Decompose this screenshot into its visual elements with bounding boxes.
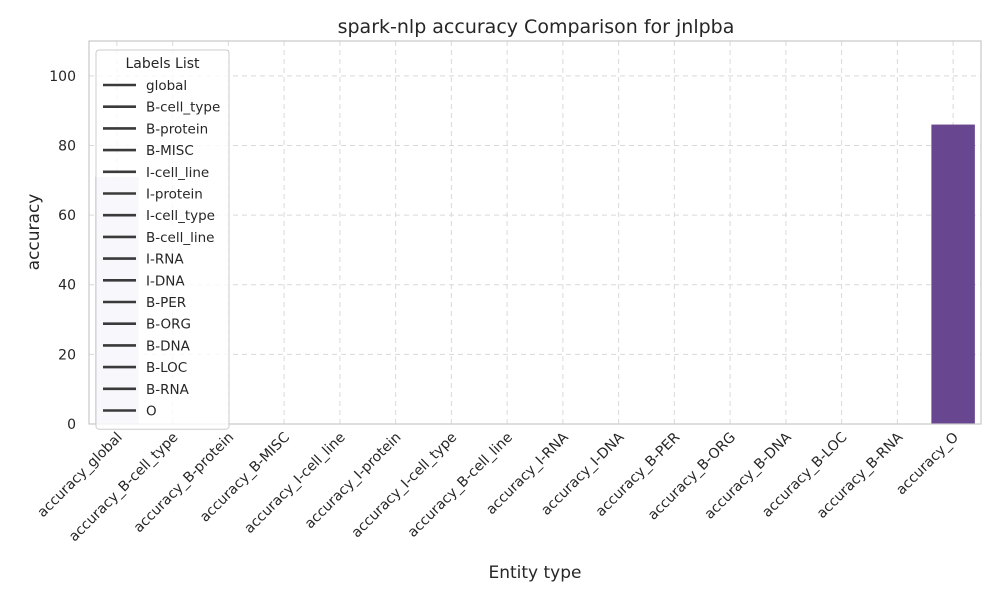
y-tick-label: 40 [58,278,76,294]
legend-entry: B-MISC [146,143,194,159]
bar-accuracy_O [931,124,975,425]
legend-box [95,49,230,430]
legend: Labels List global B-cell_type B-protein B-M… [95,49,230,430]
x-axis-label: Entity type [488,563,581,583]
legend-entry: B-LOC [146,360,187,376]
legend-entry: O [146,404,157,420]
legend-entry: B-cell_line [146,230,214,246]
y-tick-label: 100 [49,69,76,85]
chart-title: spark-nlp accuracy Comparison for jnlpba [338,16,735,38]
legend-entry: B-RNA [146,382,190,398]
x-tick-label: accuracy_I-cell_line [241,430,348,537]
legend-entry: B-DNA [146,338,191,354]
legend-entry: B-PER [146,295,186,311]
legend-entry: B-ORG [146,317,191,333]
legend-entry: B-protein [146,121,208,137]
legend-entry: global [146,78,187,94]
legend-title: Labels List [126,56,200,72]
y-axis-label: accuracy [24,194,44,271]
y-tick-label: 80 [58,138,76,154]
x-tick-label: accuracy_I-cell_type [349,430,461,542]
x-tick-label: accuracy_B-protein [131,430,237,536]
x-tick-label: accuracy_I-protein [302,430,405,533]
y-tick-label: 60 [58,208,76,224]
legend-entry: I-protein [146,187,203,203]
legend-entry: B-cell_type [146,100,220,116]
y-tick-label: 0 [67,417,76,433]
legend-entry: I-DNA [146,273,185,289]
plot-frame [88,40,982,425]
legend-entry: I-cell_line [146,165,209,181]
legend-entry: I-cell_type [146,208,215,224]
x-tick-label: accuracy_B-cell_line [405,430,516,541]
y-tick-label: 20 [58,347,76,363]
x-tick-label: accuracy_B-cell_type [66,430,181,545]
legend-entry: I-RNA [146,252,184,268]
